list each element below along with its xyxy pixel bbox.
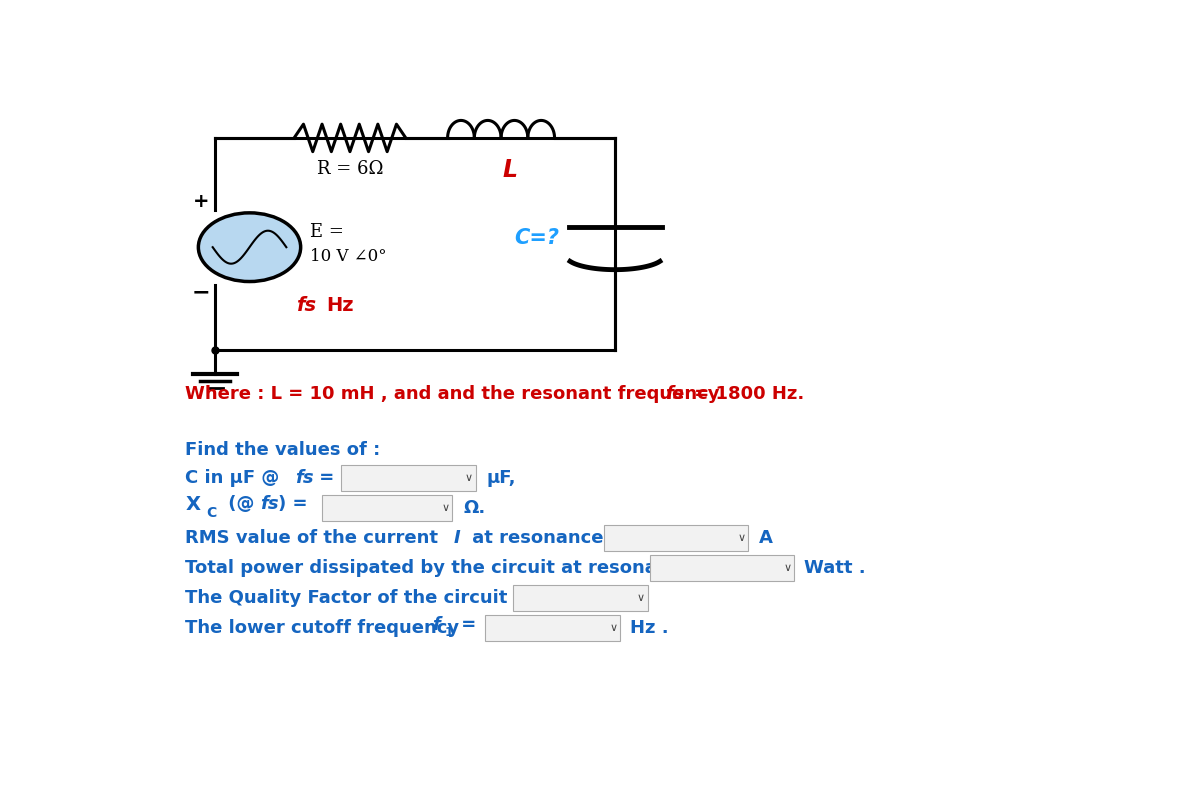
Text: =: = xyxy=(313,470,334,487)
Text: +: + xyxy=(193,192,210,211)
Text: ∨: ∨ xyxy=(738,533,745,543)
Text: RMS value of the current: RMS value of the current xyxy=(185,530,444,547)
Text: 1: 1 xyxy=(445,626,454,639)
Text: ∨: ∨ xyxy=(610,623,617,633)
Text: Watt .: Watt . xyxy=(804,559,865,577)
Text: μF,: μF, xyxy=(487,470,516,487)
Text: fs: fs xyxy=(665,385,684,403)
Text: =: = xyxy=(455,616,476,634)
FancyBboxPatch shape xyxy=(341,466,475,491)
Text: X: X xyxy=(185,495,200,514)
Text: Hz .: Hz . xyxy=(630,619,668,637)
FancyBboxPatch shape xyxy=(322,495,452,521)
FancyBboxPatch shape xyxy=(512,585,648,611)
Text: L: L xyxy=(503,158,518,182)
Text: Find the values of :: Find the values of : xyxy=(185,441,380,459)
Text: C=?: C=? xyxy=(515,228,559,248)
Text: 10 V ∠0°: 10 V ∠0° xyxy=(310,248,386,265)
Text: Ω.: Ω. xyxy=(463,500,486,517)
Text: −: − xyxy=(192,283,210,303)
Text: C: C xyxy=(206,505,216,520)
Text: R = 6Ω: R = 6Ω xyxy=(317,160,383,178)
Text: A: A xyxy=(760,530,773,547)
FancyBboxPatch shape xyxy=(604,525,748,551)
Text: Total power dissipated by the circuit at resonance =: Total power dissipated by the circuit at… xyxy=(185,559,714,577)
Text: (@: (@ xyxy=(222,496,260,513)
Text: at resonance =: at resonance = xyxy=(467,530,625,547)
Text: fs: fs xyxy=(259,496,278,513)
Text: ∨: ∨ xyxy=(442,503,450,513)
Text: The lower cutoff frequency: The lower cutoff frequency xyxy=(185,619,466,637)
FancyBboxPatch shape xyxy=(650,555,794,581)
Text: Where : L = 10 mH , and and the resonant frequency: Where : L = 10 mH , and and the resonant… xyxy=(185,385,726,403)
Text: = 1800 Hz.: = 1800 Hz. xyxy=(688,385,804,403)
FancyBboxPatch shape xyxy=(485,615,619,642)
Text: ∨: ∨ xyxy=(784,563,792,573)
Text: ) =: ) = xyxy=(278,496,308,513)
Text: ∨: ∨ xyxy=(637,593,646,603)
Text: The Quality Factor of the circuit Qs =: The Quality Factor of the circuit Qs = xyxy=(185,589,562,607)
Circle shape xyxy=(198,212,301,281)
Text: E =: E = xyxy=(310,222,344,241)
Text: f: f xyxy=(432,616,439,634)
Text: I: I xyxy=(454,530,461,547)
Text: ∨: ∨ xyxy=(464,474,473,483)
Text: fs: fs xyxy=(295,470,313,487)
Text: Hz: Hz xyxy=(326,296,354,315)
Text: C in μF @: C in μF @ xyxy=(185,470,280,487)
Text: fs: fs xyxy=(296,296,316,315)
